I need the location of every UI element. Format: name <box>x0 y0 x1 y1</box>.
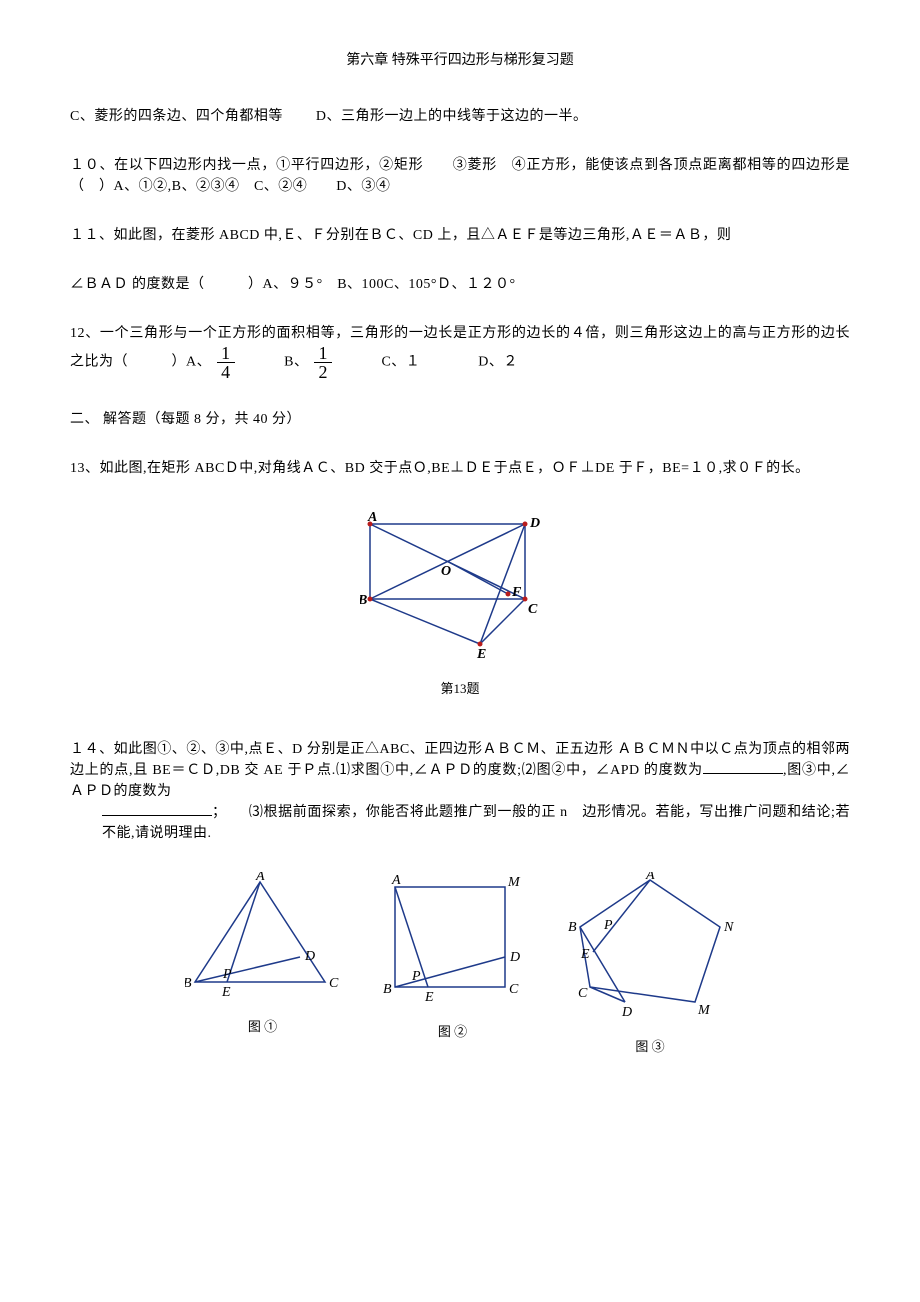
svg-text:C: C <box>578 986 588 1001</box>
figure-14-2-caption: 图 ② <box>380 1022 525 1042</box>
question-13: 13、如此图,在矩形 ABCＤ中,对角线ＡＣ、BD 交于点Ｏ,BE⊥ＤＥ于点Ｅ，… <box>70 458 850 479</box>
svg-text:C: C <box>528 602 538 617</box>
question-12: 12、一个三角形与一个正方形的面积相等，三角形的一边长是正方形的边长的４倍，则三… <box>70 323 850 381</box>
svg-text:E: E <box>424 990 434 1005</box>
svg-text:N: N <box>723 920 734 935</box>
figure-13-container: A D B C E O F 第13题 <box>70 509 850 699</box>
svg-text:P: P <box>222 967 232 982</box>
question-9-cd: C、菱形的四条边、四个角都相等 D、三角形一边上的中线等于这边的一半。 <box>70 106 850 127</box>
fraction-1-4: 14 <box>217 344 235 381</box>
svg-text:O: O <box>441 564 451 579</box>
question-11-line2: ∠ＢＡＤ 的度数是（ ）A、９５° B、100C、105°Ｄ、１２０° <box>70 274 850 295</box>
svg-text:M: M <box>507 875 521 890</box>
figure-14-3-svg: A N M D C BEP <box>565 872 735 1022</box>
blank-2 <box>102 802 212 816</box>
q12-optc: C、１ D、２ <box>338 355 518 370</box>
figure-13-svg: A D B C E O F <box>360 509 560 664</box>
figure-14-1-svg: A B CD EP <box>185 872 340 1002</box>
q9-option-c: C、菱形的四条边、四个角都相等 <box>70 109 283 124</box>
figure-14-2: A M C B D EP 图 ② <box>380 872 525 1057</box>
figure-14-2-svg: A M C B D EP <box>380 872 525 1007</box>
svg-text:P: P <box>603 918 613 933</box>
svg-text:A: A <box>367 510 377 525</box>
q14-l3: ； ⑶根据前面探索，你能否将此题推广到一般的正 n 边形情况。若能，写出推广问题… <box>102 805 850 841</box>
svg-text:B: B <box>568 920 577 935</box>
svg-text:E: E <box>580 947 590 962</box>
svg-text:C: C <box>509 982 519 997</box>
figure-13-caption: 第13题 <box>70 679 850 699</box>
section-2-header: 二、 解答题（每题 8 分，共 40 分） <box>70 409 850 430</box>
svg-text:B: B <box>383 982 392 997</box>
q10-text: １０、在以下四边形内找一点，①平行四边形，②矩形 ③菱形 ④正方形，能使该点到各… <box>70 158 850 194</box>
svg-text:D: D <box>529 516 540 531</box>
fraction-1-2: 12 <box>314 344 332 381</box>
svg-text:E: E <box>221 985 231 1000</box>
svg-text:P: P <box>411 969 421 984</box>
question-10: １０、在以下四边形内找一点，①平行四边形，②矩形 ③菱形 ④正方形，能使该点到各… <box>70 155 850 197</box>
page-header: 第六章 特殊平行四边形与梯形复习题 <box>70 50 850 71</box>
figure-14-row: ABCDEP 图 ① AMCBDEP 图 ② ANMDCBEP 图 ③ <box>70 872 850 1057</box>
svg-text:D: D <box>621 1005 632 1020</box>
svg-text:A: A <box>645 872 655 883</box>
svg-text:B: B <box>185 976 192 991</box>
svg-text:M: M <box>697 1003 711 1018</box>
blank-1 <box>703 760 783 774</box>
svg-text:A: A <box>255 872 265 884</box>
figure-14-1-caption: 图 ① <box>185 1017 340 1037</box>
svg-text:C: C <box>329 976 339 991</box>
figure-14-1: A B CD EP 图 ① <box>185 872 340 1057</box>
svg-text:E: E <box>476 647 486 662</box>
question-11-line1: １１、如此图，在菱形 ABCD 中,Ｅ、Ｆ分别在ＢＣ、CD 上，且△ＡＥＦ是等边… <box>70 225 850 246</box>
svg-text:A: A <box>391 873 401 888</box>
q13-text: 13、如此图,在矩形 ABCＤ中,对角线ＡＣ、BD 交于点Ｏ,BE⊥ＤＥ于点Ｅ，… <box>70 461 810 476</box>
question-14: １４、如此图①、②、③中,点Ｅ、D 分别是正△ABC、正四边形ＡＢＣＭ、正五边形… <box>70 739 850 844</box>
svg-text:F: F <box>511 585 522 600</box>
q9-option-d: D、三角形一边上的中线等于这边的一半。 <box>316 109 588 124</box>
figure-14-3-caption: 图 ③ <box>565 1037 735 1057</box>
svg-text:B: B <box>360 593 367 608</box>
figure-14-3: A N M D C BEP 图 ③ <box>565 872 735 1057</box>
svg-text:D: D <box>509 950 520 965</box>
svg-text:D: D <box>304 949 315 964</box>
q12-optb: B、 <box>241 355 309 370</box>
